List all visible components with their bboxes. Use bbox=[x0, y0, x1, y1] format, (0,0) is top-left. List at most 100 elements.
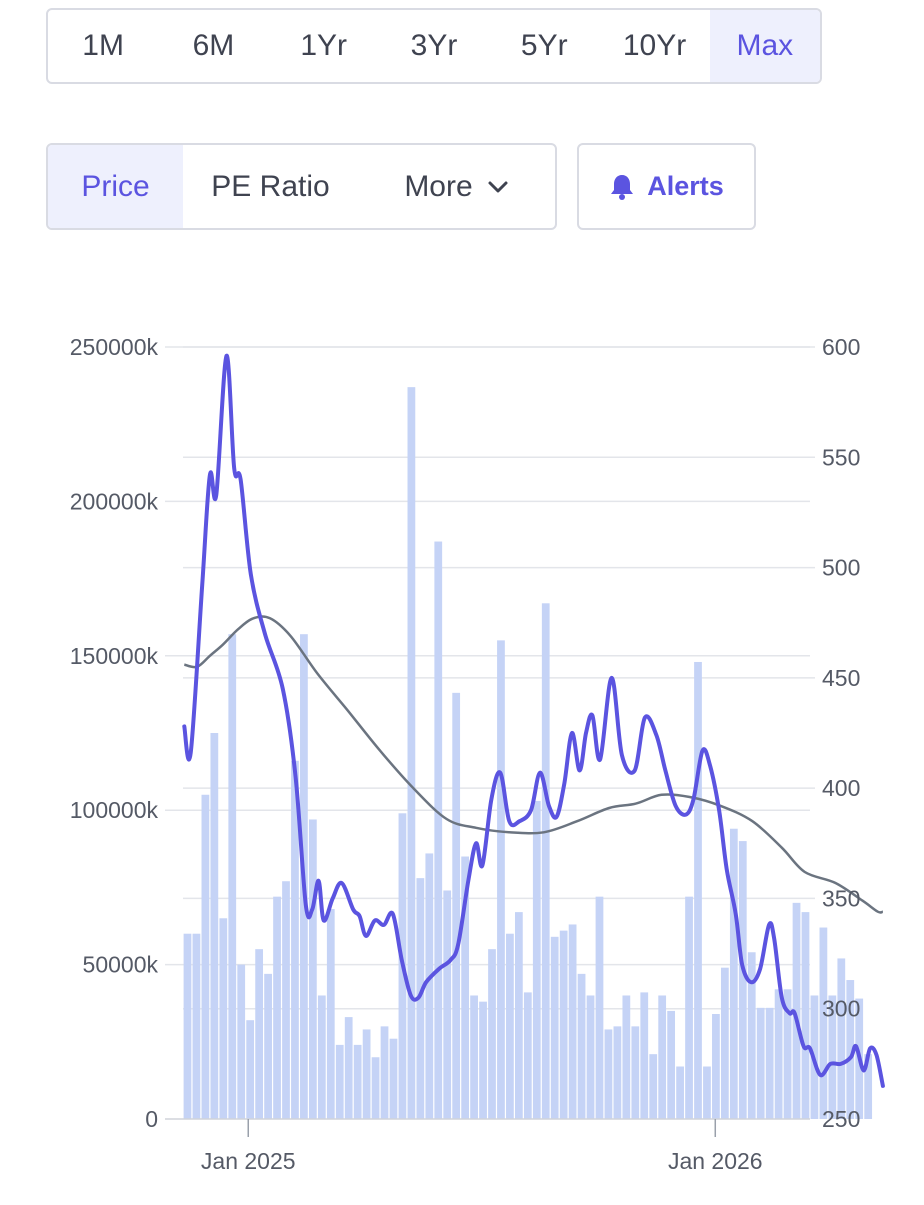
right-tick-label: 250 bbox=[822, 1106, 860, 1132]
volume-bars bbox=[183, 387, 873, 1119]
volume-bar bbox=[380, 1026, 389, 1119]
range-tab-1yr[interactable]: 1Yr bbox=[300, 29, 348, 62]
x-tick-label: Jan 2025 bbox=[201, 1148, 296, 1174]
volume-bar bbox=[783, 989, 792, 1119]
volume-bar bbox=[747, 952, 756, 1119]
volume-bar bbox=[792, 902, 801, 1119]
range-tab-1m[interactable]: 1M bbox=[82, 29, 124, 62]
volume-bar bbox=[819, 927, 828, 1119]
range-tab-6m[interactable]: 6M bbox=[192, 29, 235, 62]
volume-bar bbox=[720, 967, 729, 1119]
volume-bar bbox=[640, 992, 649, 1119]
volume-bar bbox=[676, 1066, 684, 1119]
volume-bar bbox=[246, 1020, 255, 1119]
volume-bar bbox=[371, 1057, 380, 1119]
volume-bar bbox=[479, 1001, 487, 1119]
grid-lines bbox=[165, 346, 815, 1010]
volume-bar bbox=[317, 995, 326, 1119]
volume-bar bbox=[335, 1044, 344, 1119]
range-tab-5yr[interactable]: 5Yr bbox=[520, 29, 568, 62]
tab-price[interactable]: Price bbox=[48, 145, 183, 228]
volume-bar bbox=[559, 930, 568, 1119]
volume-bar bbox=[344, 1017, 353, 1119]
tab-pe-ratio[interactable]: PE Ratio bbox=[211, 169, 330, 203]
volume-bar bbox=[604, 1029, 613, 1119]
volume-bar bbox=[407, 387, 416, 1119]
volume-bar bbox=[774, 989, 783, 1119]
price-line bbox=[182, 353, 885, 1088]
right-tick-label: 350 bbox=[822, 885, 860, 911]
volume-bar bbox=[703, 1066, 711, 1119]
volume-bar bbox=[756, 1007, 765, 1119]
price-volume-chart: 0 50000k 100000k 150000k 200000k 250000k 250 30… bbox=[70, 334, 885, 1174]
volume-bar bbox=[514, 912, 523, 1119]
volume-bar bbox=[568, 924, 577, 1119]
volume-bar bbox=[452, 692, 461, 1119]
axis-labels: 0 50000k 100000k 150000k 200000k 250000k 250 30… bbox=[70, 334, 861, 1174]
volume-bar bbox=[667, 1010, 676, 1119]
volume-bar bbox=[828, 995, 837, 1119]
volume-bar bbox=[470, 995, 478, 1119]
volume-bar bbox=[523, 992, 532, 1119]
volume-bar bbox=[210, 733, 219, 1119]
volume-bar bbox=[255, 949, 264, 1119]
right-tick-label: 600 bbox=[822, 334, 860, 360]
volume-bar bbox=[837, 958, 846, 1119]
volume-bar bbox=[765, 1007, 774, 1119]
volume-bar bbox=[712, 1014, 720, 1119]
volume-bar bbox=[649, 1054, 658, 1119]
volume-bar bbox=[183, 933, 192, 1119]
volume-bar bbox=[308, 819, 317, 1119]
right-tick-label: 300 bbox=[822, 996, 860, 1022]
volume-bar bbox=[595, 896, 604, 1119]
right-tick-label: 500 bbox=[822, 555, 860, 581]
volume-bar bbox=[461, 856, 470, 1119]
volume-bar bbox=[416, 878, 425, 1119]
volume-bar bbox=[864, 1054, 873, 1119]
volume-bar bbox=[291, 760, 299, 1119]
chevron-down-icon bbox=[487, 180, 509, 194]
volume-bar bbox=[389, 1038, 398, 1119]
volume-bar bbox=[631, 1026, 640, 1119]
volume-bar bbox=[801, 912, 810, 1119]
range-selector: 1M 6M 1Yr 3Yr 5Yr 10Yr Max bbox=[46, 8, 822, 84]
volume-bar bbox=[532, 800, 541, 1119]
price-chart: 0 50000k 100000k 150000k 200000k 250000k 250 30… bbox=[0, 320, 924, 1200]
range-tab-max[interactable]: Max bbox=[709, 10, 820, 82]
volume-bar bbox=[488, 949, 496, 1119]
volume-bar bbox=[541, 603, 550, 1119]
volume-bar bbox=[434, 541, 443, 1119]
right-tick-label: 400 bbox=[822, 775, 860, 801]
volume-bar bbox=[613, 1026, 622, 1119]
left-tick-label: 50000k bbox=[83, 952, 159, 978]
volume-bar bbox=[577, 973, 586, 1119]
volume-bar bbox=[282, 881, 290, 1119]
volume-bar bbox=[550, 936, 559, 1119]
left-tick-label: 0 bbox=[145, 1106, 158, 1132]
range-tab-3yr[interactable]: 3Yr bbox=[410, 29, 458, 62]
volume-bar bbox=[622, 995, 631, 1119]
alerts-button[interactable]: Alerts bbox=[577, 143, 756, 230]
x-tick-label: Jan 2026 bbox=[668, 1148, 763, 1174]
volume-bar bbox=[201, 794, 210, 1119]
more-dropdown[interactable]: More bbox=[358, 145, 555, 228]
right-tick-label: 550 bbox=[822, 444, 860, 470]
volume-bar bbox=[228, 634, 237, 1119]
volume-bar bbox=[237, 964, 246, 1119]
range-tab-10yr[interactable]: 10Yr bbox=[622, 29, 687, 62]
axes bbox=[165, 1118, 810, 1137]
right-tick-label: 450 bbox=[822, 665, 860, 691]
volume-bar bbox=[273, 896, 281, 1119]
volume-bar bbox=[326, 909, 335, 1119]
left-tick-label: 200000k bbox=[70, 488, 159, 514]
alerts-label: Alerts bbox=[647, 171, 724, 201]
volume-bar bbox=[506, 933, 514, 1119]
metric-selector: Price PE Ratio More bbox=[46, 143, 557, 230]
volume-bar bbox=[846, 980, 855, 1119]
left-tick-label: 150000k bbox=[70, 643, 159, 669]
more-label: More bbox=[404, 169, 473, 203]
left-tick-label: 250000k bbox=[70, 334, 159, 360]
volume-bar bbox=[497, 640, 505, 1119]
volume-bar bbox=[443, 890, 452, 1119]
volume-bar bbox=[694, 661, 702, 1119]
